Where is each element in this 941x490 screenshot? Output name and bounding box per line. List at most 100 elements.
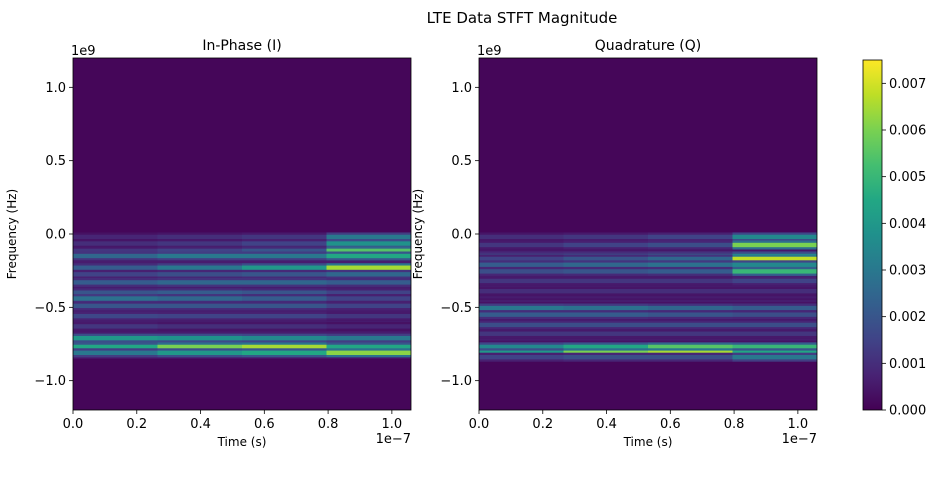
band-cell [73,324,158,329]
y-offset-label: 1e9 [71,44,96,59]
band-cell [73,272,158,277]
band-cell [73,234,158,240]
band-cell [326,303,411,309]
band-cell [563,344,648,350]
band-cell [563,331,648,336]
band-cell [648,256,733,262]
x-tick-label: 0.4 [190,417,211,432]
colorbar-tick-label: 0.003 [889,264,926,279]
x-tick-label: 0.8 [724,417,745,432]
band-cell [326,296,411,301]
band-cell [732,322,817,328]
x-axis-label: Time (s) [623,435,673,449]
y-tick-label: 0.5 [45,154,66,169]
colorbar-tick-label: 0.004 [889,217,926,232]
y-tick-label: 0.0 [451,228,472,243]
x-tick-label: 0.2 [126,417,147,432]
band-cell [648,305,733,311]
band-cell [648,278,733,284]
band-cell [242,265,327,270]
figure-suptitle: LTE Data STFT Magnitude [427,9,618,27]
band-cell [479,305,564,311]
y-offset-label: 1e9 [477,44,502,59]
band-cell [157,253,242,259]
band-cell [479,331,564,336]
x-tick-label: 0.0 [469,417,490,432]
colorbar-gradient [863,60,882,410]
band-cell [479,322,564,328]
y-tick-label: 0.5 [451,154,472,169]
y-tick-label: 1.0 [45,81,66,96]
panel-title: In-Phase (I) [202,38,281,54]
x-tick-label: 0.0 [63,417,84,432]
x-tick-label: 0.4 [596,417,617,432]
band-cell [242,234,327,240]
band-cell [326,241,411,246]
band-cell [732,234,817,240]
band-cell [648,312,733,317]
x-offset-label: 1e−7 [376,432,411,447]
x-tick-label: 0.6 [254,417,275,432]
colorbar-tick-label: 0.001 [889,357,926,372]
band-cell [73,313,158,319]
band-cell [326,350,411,355]
band-cell [732,289,817,294]
colorbar-tick-label: 0.000 [889,404,926,419]
colorbar: 0.000 0.001 0.002 0.003 0.004 0.005 0.006 0.007 [862,59,926,419]
band-cell [157,265,242,270]
y-tick-label: −1.0 [34,374,66,389]
band-striation [479,298,817,300]
band-cell [563,322,648,328]
band-cell [73,335,158,341]
band-cell [326,272,411,277]
x-tick-label: 1.0 [382,417,403,432]
band-cell [648,344,733,350]
band-cell [479,355,564,360]
panel-quadrature: 0.0 0.2 0.4 0.6 0.8 1.0 −1.0 −0.5 0.0 0.5 1.0 Quadr… [411,38,818,449]
x-tick-label: 0.8 [318,417,339,432]
band-cell [563,269,648,274]
band-cell [326,313,411,319]
band-cell [326,265,411,270]
band-cell [157,344,242,350]
x-offset-label: 1e−7 [782,432,817,447]
heatmap [73,58,411,410]
band-cell [479,234,564,240]
band-cell [563,256,648,262]
band-cell [242,335,327,341]
band-cell [732,312,817,317]
band-cell [242,313,327,319]
band-cell [732,344,817,350]
band-cell [479,344,564,350]
band-cell [326,324,411,329]
band-cell [326,335,411,341]
band-cell [242,241,327,246]
band-cell [242,350,327,355]
band-cell [73,344,158,350]
band-cell [157,296,242,301]
y-tick-label: 0.0 [45,228,66,243]
band-cell [479,278,564,284]
band-cell [157,280,242,285]
band-cell [73,296,158,301]
band-cell [242,272,327,277]
band-cell [242,344,327,350]
y-tick-label: −0.5 [34,301,66,316]
y-axis-label: Frequency (Hz) [411,189,425,280]
band-cell [732,269,817,274]
colorbar-tick-label: 0.006 [889,124,926,139]
band-cell [73,241,158,246]
band-cell [157,241,242,246]
band-cell [73,248,158,254]
band-cell [648,262,733,267]
band-cell [648,234,733,240]
band-striation [479,319,817,321]
band-cell [73,253,158,259]
band-cell [648,289,733,294]
band-cell [326,290,411,295]
x-tick-label: 1.0 [788,417,809,432]
panel-in-phase: 0.0 0.2 0.4 0.6 0.8 1.0 −1.0 −0.5 0.0 0.5 1.0 In-Ph… [5,38,412,449]
colorbar-tick-label: 0.007 [889,77,926,92]
band-cell [479,269,564,274]
band-cell [563,242,648,248]
